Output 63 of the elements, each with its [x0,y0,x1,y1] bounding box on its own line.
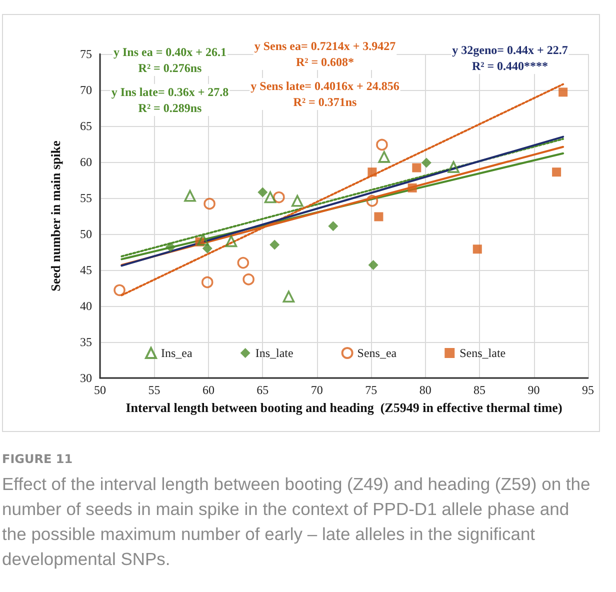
point [368,168,377,177]
x-tick-label: 75 [365,383,378,397]
point [374,212,384,222]
legend-label: Sens_ea [357,346,398,360]
x-tick-label: 60 [202,383,214,397]
point [448,161,460,173]
point [366,194,378,207]
point [368,260,378,270]
y-tick-label: 70 [80,83,92,97]
point [225,235,238,248]
annotation: y Ins ea = 0.40x + 26.1 R² = 0.276ns [113,45,227,75]
point [378,151,390,163]
annotation: y 32geno= 0.44x + 22.7 R² = 0.440**** [452,43,568,73]
x-tick-label: 90 [528,383,540,397]
point [282,290,295,303]
point [184,190,196,202]
point [291,194,304,207]
point [197,234,209,246]
point [421,158,432,168]
y-tick-label: 60 [80,155,92,169]
point [237,256,250,269]
point [165,242,176,252]
point [408,183,417,192]
annotation: y Sens ea= 0.7214x + 3.9427 R² = 0.608* [254,39,396,69]
point [264,191,276,204]
annotation: y Ins late= 0.36x + 27.8 R² = 0.289ns [111,85,229,115]
legend-label: Ins_late [255,346,294,360]
point [201,276,214,288]
y-tick-label: 30 [80,371,92,385]
y-tick-label: 75 [80,47,92,61]
point [242,273,254,286]
legend-label: Ins_ea [161,346,193,360]
x-tick-label: 85 [474,383,486,397]
y-tick-label: 45 [80,263,92,277]
point [558,88,568,97]
point [114,284,126,296]
x-tick-label: 80 [419,383,432,397]
x-tick-label: 95 [582,383,594,397]
legend-label: Sens_late [460,346,506,360]
y-tick-label: 50 [80,227,92,241]
point [273,191,285,204]
point [270,240,280,250]
x-tick-label: 50 [94,383,106,397]
point [328,221,338,232]
x-tick-label: 65 [256,383,269,397]
x-axis-title: Interval length between booting and heading (Z5949 in effective thermal time) [126,400,562,415]
y-tick-label: 35 [80,335,92,349]
point [204,198,216,210]
point [472,244,482,254]
point [258,187,268,198]
point [552,168,562,177]
x-tick-label: 55 [148,383,160,397]
annotation: y Sens late= 0.4016x + 24.856 R² = 0.371ns [250,79,400,109]
y-axis-title: Seed number in main spike [48,140,63,292]
y-tick-label: 40 [80,299,92,313]
x-tick-label: 70 [310,383,323,397]
point [202,243,212,254]
point [376,138,388,151]
point [412,163,422,172]
y-tick-label: 65 [80,119,92,133]
y-tick-label: 55 [80,191,92,205]
text: Effect of the interval length between booting (Z49) and heading (Z59) on the number of seeds in main spike in the context of PPD-D1 allele phase and the possible maximum number of early – late alleles in the significant developmental SNPs. [2,473,592,571]
caption: FIGURE 11 [2,452,73,466]
